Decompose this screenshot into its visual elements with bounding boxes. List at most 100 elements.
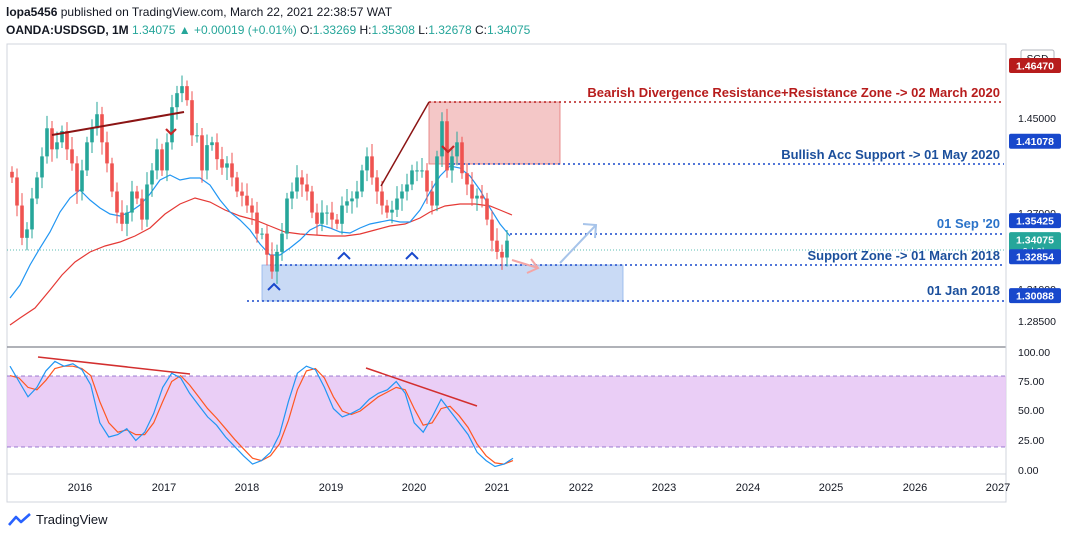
candle[interactable]: [70, 136, 74, 171]
candle[interactable]: [100, 106, 104, 155]
candle[interactable]: [245, 183, 249, 213]
bullish-marker-2018[interactable]: [267, 282, 281, 291]
candle[interactable]: [490, 210, 494, 252]
candle[interactable]: [190, 91, 194, 146]
candle[interactable]: [185, 80, 189, 106]
candle[interactable]: [80, 159, 84, 201]
candle[interactable]: [460, 136, 464, 179]
candle[interactable]: [505, 229, 509, 267]
candle[interactable]: [380, 180, 384, 215]
candle[interactable]: [295, 165, 299, 199]
candle[interactable]: [180, 75, 184, 103]
price-tag[interactable]: 1.30088: [1009, 288, 1061, 304]
candle[interactable]: [485, 192, 489, 226]
candle[interactable]: [55, 131, 59, 159]
candle[interactable]: [405, 173, 409, 201]
candle[interactable]: [445, 108, 449, 178]
candle[interactable]: [160, 143, 164, 177]
candle[interactable]: [315, 203, 319, 235]
candle[interactable]: [480, 185, 484, 208]
candle[interactable]: [455, 131, 459, 166]
candle[interactable]: [330, 201, 334, 229]
candle[interactable]: [290, 182, 294, 210]
candle[interactable]: [355, 180, 359, 208]
candle[interactable]: [140, 189, 144, 231]
price-tag[interactable]: 1.46470: [1009, 57, 1061, 73]
candle[interactable]: [395, 186, 399, 218]
candle[interactable]: [475, 188, 479, 211]
candle[interactable]: [345, 188, 349, 213]
candle[interactable]: [255, 201, 259, 243]
bullish-marker-2019b[interactable]: [405, 251, 419, 260]
candle[interactable]: [230, 152, 234, 187]
candle[interactable]: [325, 205, 329, 225]
candle[interactable]: [350, 191, 354, 214]
candle[interactable]: [425, 163, 429, 204]
candle[interactable]: [250, 198, 254, 225]
candle[interactable]: [275, 244, 279, 284]
candle[interactable]: [465, 164, 469, 196]
candle[interactable]: [310, 185, 314, 219]
candlestick-series[interactable]: [10, 75, 509, 284]
candle[interactable]: [270, 242, 274, 279]
candle[interactable]: [215, 133, 219, 170]
candle[interactable]: [400, 184, 404, 211]
candle[interactable]: [500, 244, 504, 270]
candle[interactable]: [410, 164, 414, 191]
projection-arrow-up[interactable]: [559, 224, 597, 264]
candle[interactable]: [265, 224, 269, 266]
stoch-divergence-line-2017[interactable]: [37, 356, 191, 375]
candle[interactable]: [150, 163, 154, 197]
candle[interactable]: [155, 138, 159, 180]
candle[interactable]: [225, 156, 229, 180]
candle[interactable]: [430, 180, 434, 215]
candle[interactable]: [135, 185, 139, 205]
support-zone[interactable]: [261, 264, 624, 302]
candle[interactable]: [305, 173, 309, 201]
candle[interactable]: [450, 149, 454, 183]
candle[interactable]: [110, 157, 114, 198]
candle[interactable]: [340, 196, 344, 235]
candle[interactable]: [285, 192, 289, 240]
candle[interactable]: [35, 171, 39, 205]
candle[interactable]: [130, 180, 134, 222]
candle[interactable]: [175, 85, 179, 120]
bearish-marker-2020[interactable]: [441, 145, 455, 154]
projection-arrow-down[interactable]: [511, 259, 539, 269]
candle[interactable]: [240, 182, 244, 207]
candle[interactable]: [280, 222, 284, 261]
candle[interactable]: [470, 172, 474, 206]
candle[interactable]: [45, 115, 49, 164]
candle[interactable]: [85, 136, 89, 177]
bearish-marker-2017[interactable]: [165, 128, 177, 136]
candle[interactable]: [90, 119, 94, 154]
candle[interactable]: [30, 187, 34, 239]
time-axis[interactable]: 2016 2017 2018 2019 2020 2021 2022 2023 …: [68, 482, 1010, 494]
candle[interactable]: [370, 144, 374, 185]
candle[interactable]: [25, 222, 29, 251]
candle[interactable]: [335, 213, 339, 230]
candle[interactable]: [435, 150, 439, 212]
candle[interactable]: [50, 120, 54, 162]
candle[interactable]: [495, 228, 499, 260]
candle[interactable]: [260, 228, 264, 240]
candle[interactable]: [200, 127, 204, 183]
candle[interactable]: [10, 166, 14, 184]
candle[interactable]: [105, 131, 109, 173]
candle[interactable]: [235, 171, 239, 198]
candle[interactable]: [420, 158, 424, 178]
candle[interactable]: [15, 168, 19, 217]
candle[interactable]: [165, 133, 169, 182]
candle[interactable]: [220, 146, 224, 175]
resistance-zone[interactable]: [428, 101, 561, 165]
author-name[interactable]: lopa5456: [6, 5, 58, 19]
candle[interactable]: [210, 136, 214, 151]
candle[interactable]: [95, 101, 99, 136]
candle[interactable]: [320, 200, 324, 232]
candle[interactable]: [65, 122, 69, 161]
stoch-divergence-line-2020[interactable]: [365, 367, 478, 407]
candle[interactable]: [125, 205, 129, 237]
candle[interactable]: [145, 172, 149, 227]
price-tag[interactable]: 1.41078: [1009, 133, 1061, 149]
